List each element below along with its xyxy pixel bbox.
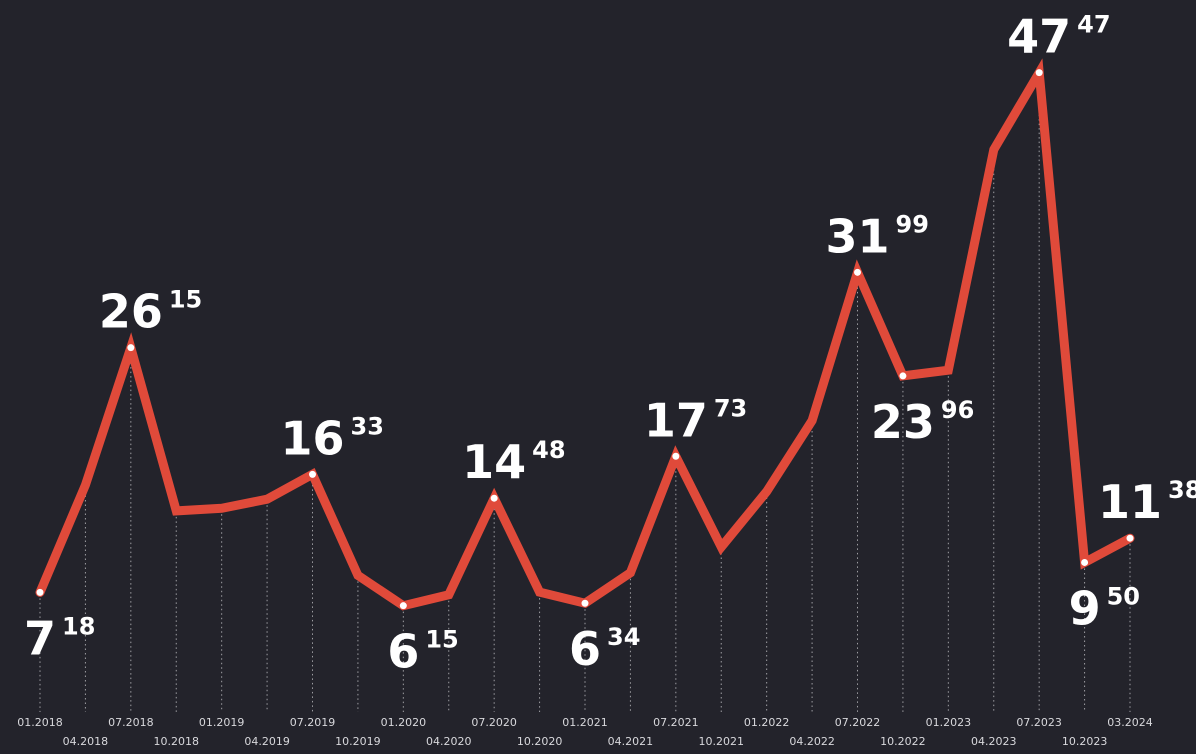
data-point-07.2022 (854, 268, 861, 276)
value-label-03.2024: 11 38 (1098, 475, 1196, 529)
x-tick-label-04.2021: 04.2021 (608, 735, 654, 748)
value-label-decimals: 47 (1077, 11, 1110, 39)
value-label-decimals: 33 (351, 412, 384, 440)
value-label-decimals: 15 (425, 626, 458, 654)
data-point-01.2018 (36, 588, 44, 596)
data-point-07.2020 (490, 494, 498, 502)
x-tick-label-10.2023: 10.2023 (1062, 735, 1108, 748)
value-label-decimals: 15 (169, 286, 202, 314)
value-label-integer: 16 (280, 411, 344, 465)
x-tick-label-01.2022: 01.2022 (744, 716, 790, 729)
data-point-07.2021 (672, 452, 680, 460)
value-label-01.2020: 6 15 (387, 625, 458, 679)
value-label-integer: 31 (825, 209, 889, 263)
x-tick-label-01.2020: 01.2020 (381, 716, 427, 729)
data-point-10.2023 (1081, 558, 1089, 566)
x-tick-label-10.2019: 10.2019 (335, 735, 381, 748)
x-tick-label-07.2022: 07.2022 (835, 716, 881, 729)
x-tick-label-04.2018: 04.2018 (63, 735, 109, 748)
value-label-integer: 23 (871, 395, 935, 449)
value-label-07.2023: 47 47 (1007, 10, 1110, 64)
data-point-07.2018 (127, 344, 135, 352)
x-tick-label-04.2022: 04.2022 (789, 735, 835, 748)
value-label-10.2023: 9 50 (1069, 581, 1140, 635)
series-line-layer (35, 58, 1135, 611)
value-label-decimals: 96 (941, 396, 974, 424)
data-points (36, 69, 1134, 610)
data-point-07.2023 (1035, 69, 1043, 77)
value-label-decimals: 50 (1107, 582, 1140, 610)
x-tick-label-04.2019: 04.2019 (244, 735, 290, 748)
x-tick-label-01.2021: 01.2021 (562, 716, 608, 729)
value-label-10.2022: 23 96 (871, 395, 974, 449)
value-label-integer: 7 (24, 611, 56, 665)
data-point-01.2021 (581, 599, 589, 607)
x-tick-label-10.2020: 10.2020 (517, 735, 563, 748)
value-label-01.2021: 6 34 (569, 622, 640, 676)
vertical-guides (39, 78, 1131, 712)
x-tick-label-07.2020: 07.2020 (471, 716, 517, 729)
value-label-07.2020: 14 48 (462, 435, 565, 489)
value-label-07.2019: 16 33 (280, 411, 383, 465)
x-tick-label-07.2023: 07.2023 (1016, 716, 1062, 729)
x-tick-label-07.2019: 07.2019 (290, 716, 336, 729)
value-label-integer: 47 (1007, 10, 1071, 64)
value-label-decimals: 48 (532, 436, 565, 464)
value-label-integer: 11 (1098, 475, 1162, 529)
value-label-decimals: 18 (62, 612, 95, 640)
value-label-01.2018: 7 18 (24, 611, 95, 665)
value-label-integer: 9 (1069, 581, 1101, 635)
data-point-10.2022 (899, 372, 907, 380)
x-tick-label-10.2021: 10.2021 (699, 735, 745, 748)
value-label-integer: 26 (99, 285, 163, 339)
value-label-integer: 17 (644, 393, 708, 447)
value-label-integer: 6 (569, 622, 601, 676)
x-tick-label-10.2018: 10.2018 (154, 735, 200, 748)
value-label-decimals: 73 (714, 394, 747, 422)
x-tick-label-07.2018: 07.2018 (108, 716, 154, 729)
value-label-decimals: 34 (607, 623, 640, 651)
value-label-07.2021: 17 73 (644, 393, 747, 447)
x-tick-label-04.2023: 04.2023 (971, 735, 1017, 748)
x-tick-label-03.2024: 03.2024 (1107, 716, 1153, 729)
value-label-decimals: 99 (896, 210, 929, 238)
value-label-07.2018: 26 15 (99, 285, 202, 339)
data-point-03.2024 (1126, 534, 1134, 542)
x-tick-label-01.2023: 01.2023 (926, 716, 972, 729)
value-label-decimals: 38 (1168, 476, 1196, 504)
x-tick-label-10.2022: 10.2022 (880, 735, 926, 748)
x-tick-label-01.2019: 01.2019 (199, 716, 245, 729)
series-line (35, 58, 1135, 611)
x-tick-label-01.2018: 01.2018 (17, 716, 63, 729)
x-tick-label-04.2020: 04.2020 (426, 735, 472, 748)
data-point-01.2020 (399, 602, 407, 610)
data-point-07.2019 (309, 470, 316, 478)
value-label-integer: 6 (387, 625, 419, 679)
x-tick-label-07.2021: 07.2021 (653, 716, 699, 729)
value-label-integer: 14 (462, 435, 526, 489)
value-label-07.2022: 31 99 (825, 209, 928, 263)
